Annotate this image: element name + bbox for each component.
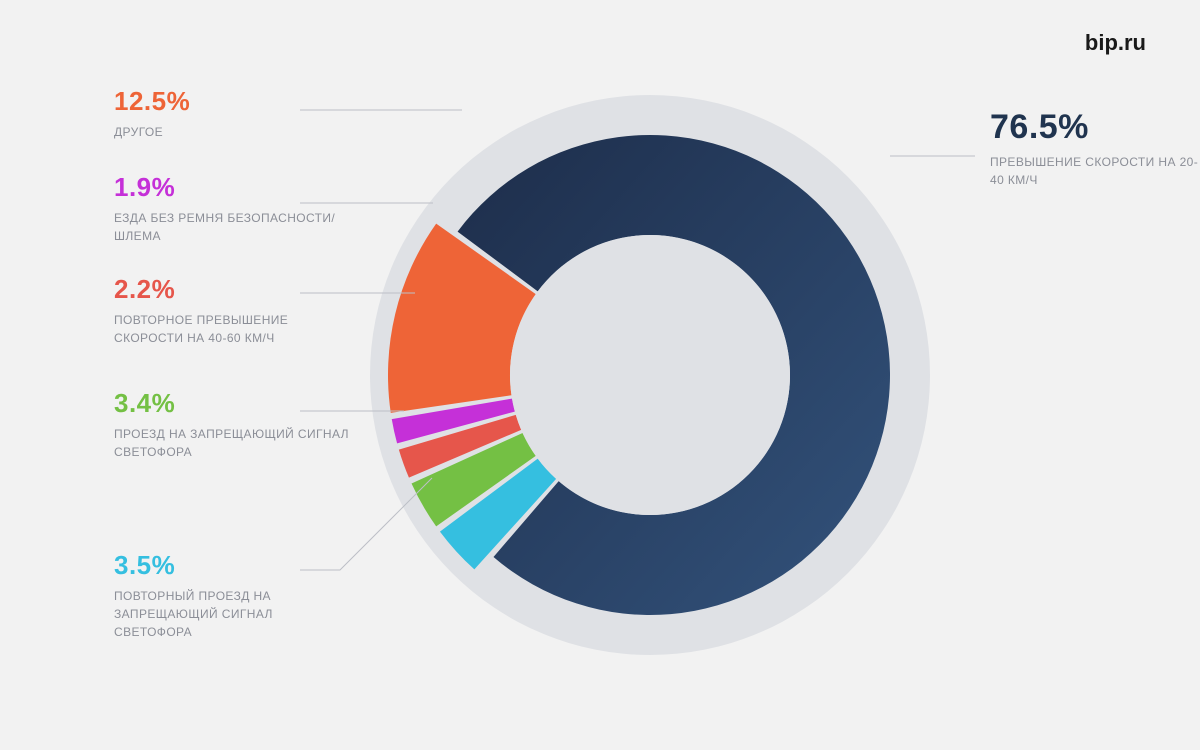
label-red_light: 3.4% ПРОЕЗД НА ЗАПРЕЩАЮЩИЙ СИГНАЛ СВЕТОФО… [114, 388, 354, 461]
label-desc: ПРЕВЫШЕНИЕ СКОРОСТИ НА 20-40 КМ/Ч [990, 153, 1200, 189]
label-pct: 2.2% [114, 274, 354, 305]
label-pct: 3.5% [114, 550, 354, 581]
label-desc: ДРУГОЕ [114, 123, 190, 141]
label-desc: ПРОЕЗД НА ЗАПРЕЩАЮЩИЙ СИГНАЛ СВЕТОФОРА [114, 425, 354, 461]
label-no_seatbelt: 1.9% ЕЗДА БЕЗ РЕМНЯ БЕЗОПАСНОСТИ/ШЛЕМА [114, 172, 354, 245]
label-other: 12.5% ДРУГОЕ [114, 86, 190, 141]
label-speeding_20_40: 76.5% ПРЕВЫШЕНИЕ СКОРОСТИ НА 20-40 КМ/Ч [990, 108, 1200, 189]
label-pct: 76.5% [990, 108, 1200, 147]
label-repeat_red_light: 3.5% ПОВТОРНЫЙ ПРОЕЗД НА ЗАПРЕЩАЮЩИЙ СИГН… [114, 550, 354, 641]
label-desc: ЕЗДА БЕЗ РЕМНЯ БЕЗОПАСНОСТИ/ШЛЕМА [114, 209, 354, 245]
label-pct: 1.9% [114, 172, 354, 203]
label-desc: ПОВТОРНЫЙ ПРОЕЗД НА ЗАПРЕЩАЮЩИЙ СИГНАЛ С… [114, 587, 354, 641]
label-desc: ПОВТОРНОЕ ПРЕВЫШЕНИЕ СКОРОСТИ НА 40-60 К… [114, 311, 354, 347]
label-pct: 3.4% [114, 388, 354, 419]
brand-logo: bip.ru [1085, 30, 1146, 56]
label-pct: 12.5% [114, 86, 190, 117]
label-repeat_speeding_40_60: 2.2% ПОВТОРНОЕ ПРЕВЫШЕНИЕ СКОРОСТИ НА 40-… [114, 274, 354, 347]
donut-chart [370, 95, 930, 655]
